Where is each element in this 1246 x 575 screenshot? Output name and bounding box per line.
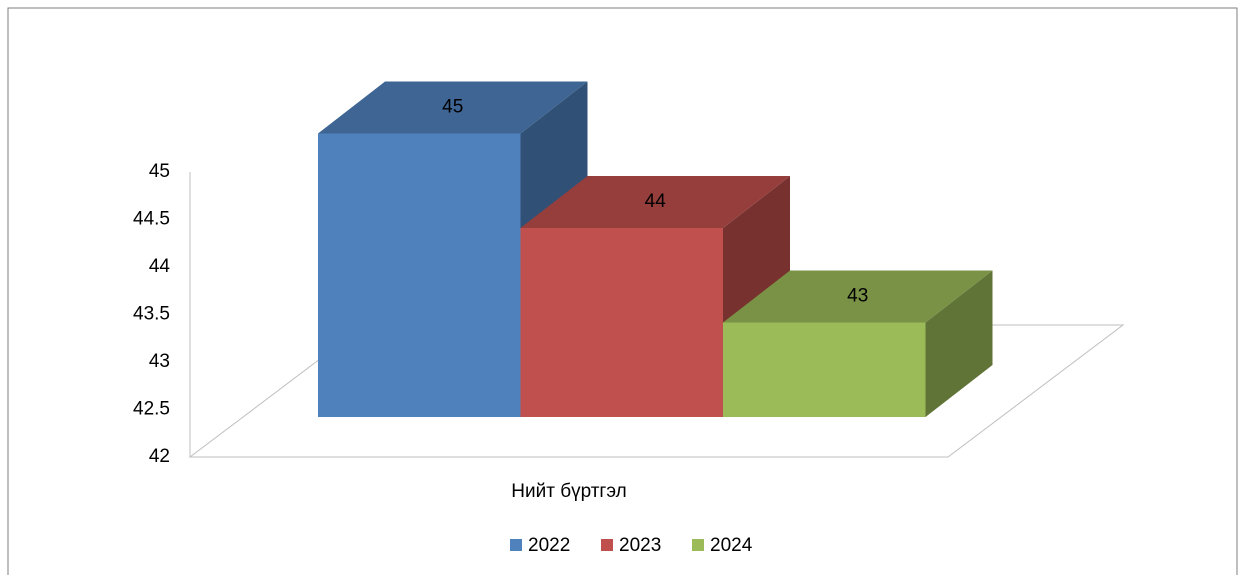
floor <box>188 324 1125 458</box>
legend-swatch <box>692 539 704 551</box>
y-tick-label: 44.5 <box>133 209 170 230</box>
data-label: 45 <box>442 97 463 118</box>
legend-swatch <box>510 539 522 551</box>
y-tick-label: 42.5 <box>133 399 170 420</box>
data-label: 43 <box>847 286 868 307</box>
bar-top <box>723 270 993 323</box>
bar <box>318 133 521 417</box>
y-tick-label: 43.5 <box>133 304 170 325</box>
bar-side <box>925 270 993 417</box>
bar <box>723 322 926 417</box>
legend-label: 2022 <box>528 535 570 556</box>
bar-top <box>520 176 790 228</box>
y-tick-label: 43 <box>149 351 170 372</box>
bar-top <box>318 81 588 134</box>
legend-swatch <box>601 539 613 551</box>
y-tick-label: 42 <box>149 446 170 467</box>
y-tick-label: 44 <box>149 256 171 277</box>
data-label: 44 <box>645 191 667 212</box>
legend-label: 2023 <box>619 535 661 556</box>
x-tick-label: Нийт бүртгэл <box>511 481 626 502</box>
y-tick-label: 45 <box>149 161 170 182</box>
bar <box>520 228 723 417</box>
legend-label: 2024 <box>710 535 753 556</box>
